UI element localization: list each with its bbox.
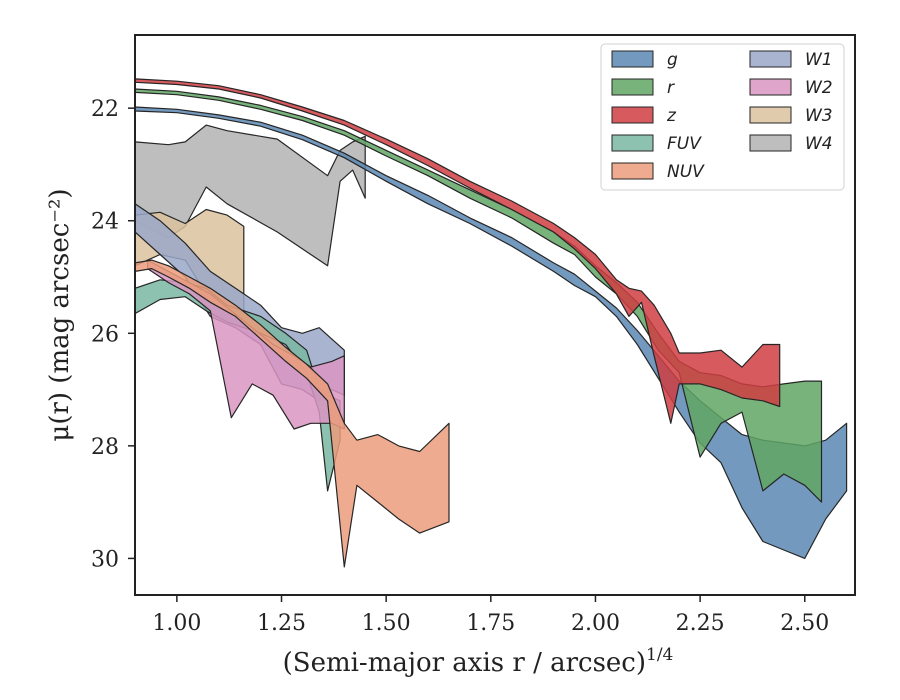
y-tick-label: 30 bbox=[91, 547, 119, 572]
legend-swatch bbox=[749, 106, 792, 124]
legend-swatch bbox=[611, 134, 654, 152]
x-axis-label-exponent: 1/4 bbox=[646, 645, 673, 665]
legend-label: g bbox=[667, 50, 678, 70]
legend-label: z bbox=[666, 106, 677, 126]
legend-item-r: r bbox=[611, 78, 675, 98]
legend-swatch bbox=[749, 50, 792, 68]
band-z bbox=[135, 78, 781, 424]
legend-swatch bbox=[749, 134, 792, 152]
x-tick-label: 2.50 bbox=[780, 611, 829, 636]
band-w4 bbox=[135, 124, 366, 267]
y-tick-label: 28 bbox=[91, 435, 119, 460]
data-bands bbox=[135, 78, 848, 568]
x-tick-label: 1.50 bbox=[362, 611, 411, 636]
legend-swatch bbox=[749, 78, 792, 96]
legend-label: W2 bbox=[805, 78, 833, 98]
y-axis-label: μ(r) (mag arcsec⁻²) bbox=[45, 188, 75, 441]
legend-item-z: z bbox=[611, 106, 677, 126]
x-tick-label: 1.75 bbox=[466, 611, 515, 636]
band-r bbox=[135, 88, 823, 503]
legend-label: W4 bbox=[805, 134, 833, 154]
legend-item-w3: W3 bbox=[749, 106, 833, 126]
legend-item-nuv: NUV bbox=[611, 162, 705, 182]
legend-swatch bbox=[611, 106, 654, 124]
x-axis-label-text: (Semi-major axis r / arcsec) bbox=[283, 648, 646, 678]
legend-label: W1 bbox=[805, 50, 833, 70]
legend-swatch bbox=[611, 162, 654, 180]
x-axis-label: (Semi-major axis r / arcsec)1/4 bbox=[283, 645, 674, 678]
x-tick-label: 2.00 bbox=[571, 611, 620, 636]
band-nuv bbox=[135, 259, 450, 568]
x-tick-label: 1.00 bbox=[152, 611, 201, 636]
y-axis-ticks: 22 24 26 28 30 bbox=[91, 97, 135, 572]
legend-item-g: g bbox=[611, 50, 678, 70]
x-tick-label: 2.25 bbox=[676, 611, 725, 636]
y-tick-label: 22 bbox=[91, 97, 119, 122]
legend-label: NUV bbox=[667, 162, 705, 182]
x-axis-ticks: 1.00 1.25 1.50 1.75 2.00 2.25 2.50 bbox=[152, 595, 829, 636]
y-tick-label: 24 bbox=[91, 210, 119, 235]
legend-label: W3 bbox=[805, 106, 833, 126]
legend-item-w2: W2 bbox=[749, 78, 833, 98]
legend-item-fuv: FUV bbox=[611, 134, 702, 154]
plot-frame bbox=[134, 34, 856, 596]
legend: grz FUV NUV W1 W2 W3 W4 bbox=[600, 43, 845, 191]
legend-label: FUV bbox=[667, 134, 702, 154]
x-tick-label: 1.25 bbox=[257, 611, 306, 636]
legend-swatch bbox=[611, 50, 654, 68]
y-tick-label: 26 bbox=[91, 322, 119, 347]
band-g bbox=[135, 106, 848, 560]
legend-swatch bbox=[611, 78, 654, 96]
legend-item-w1: W1 bbox=[749, 50, 833, 70]
legend-label: r bbox=[667, 78, 675, 98]
legend-item-w4: W4 bbox=[749, 134, 833, 154]
